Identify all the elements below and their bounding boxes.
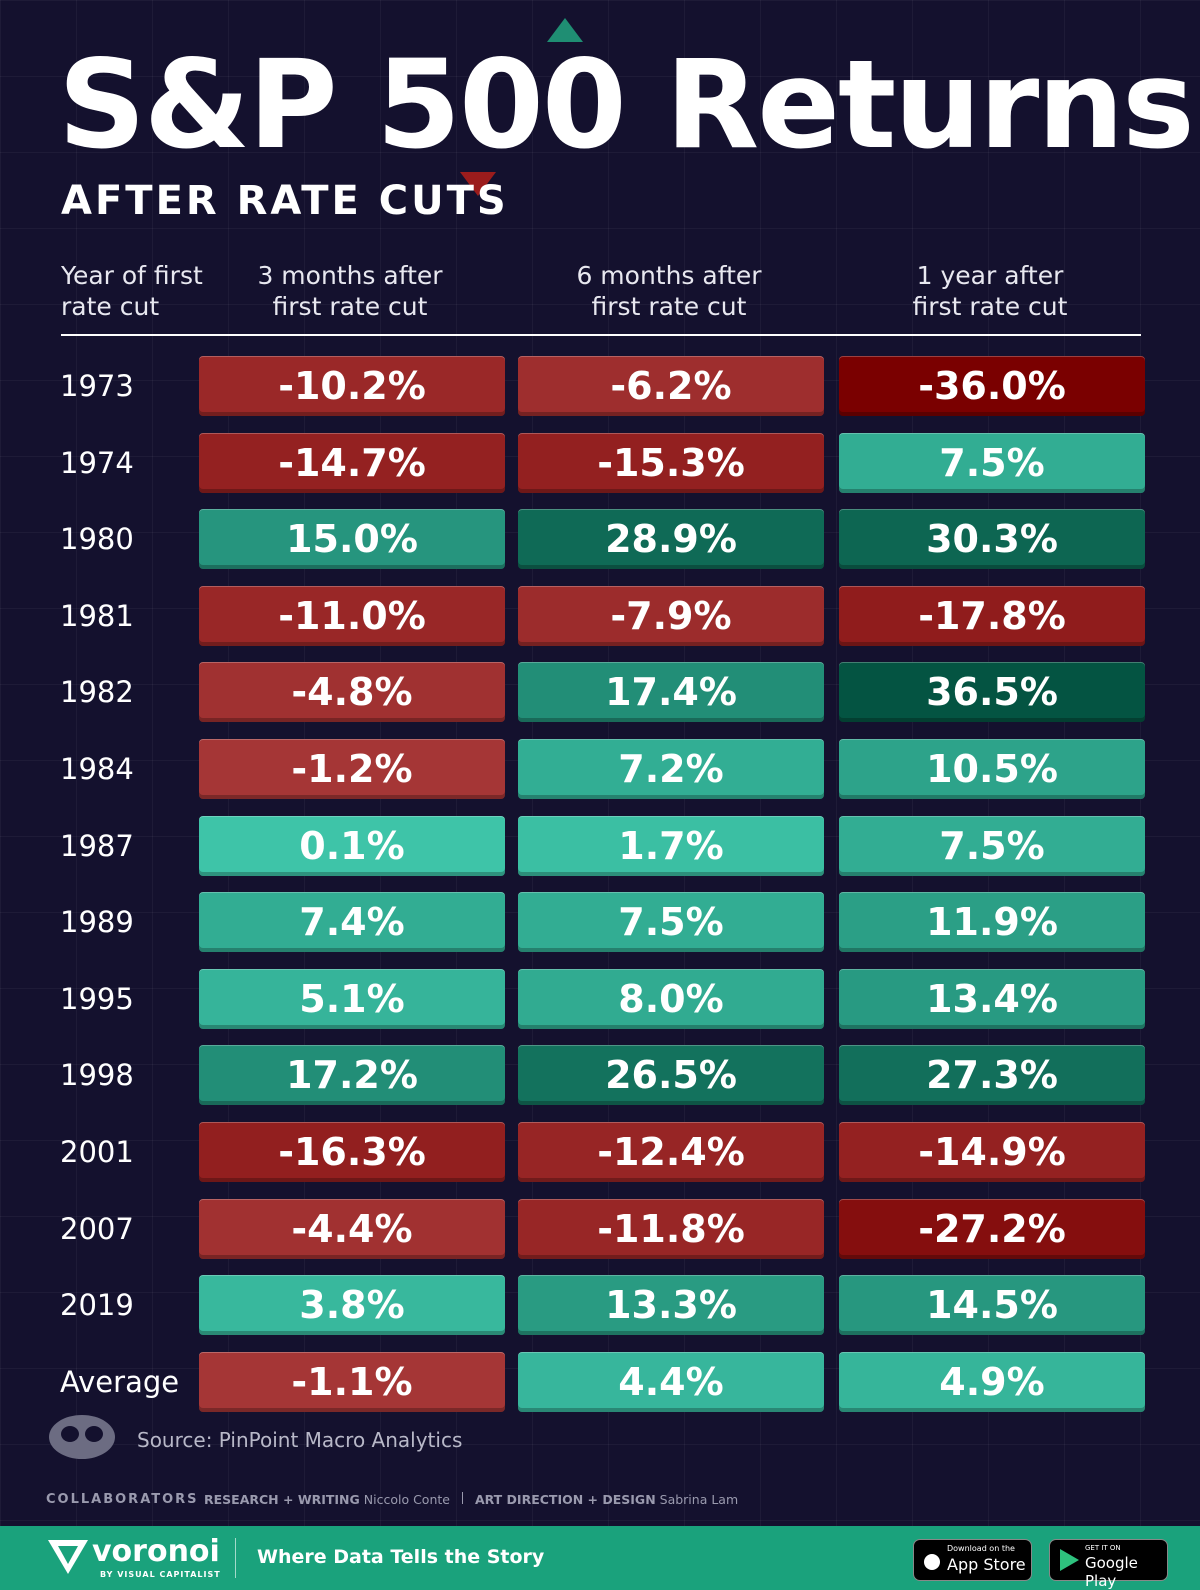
brand: voronoi: [92, 1534, 220, 1569]
up-arrow: [547, 18, 583, 42]
return-cell: 11.9%: [839, 892, 1145, 953]
row-label: 1982: [60, 675, 134, 710]
return-cell: -7.9%: [518, 585, 824, 646]
row-label: 1980: [60, 522, 134, 557]
return-cell: -27.2%: [839, 1198, 1145, 1259]
row-label: 2019: [60, 1288, 134, 1323]
separator: [461, 1492, 463, 1504]
row-label: 2001: [60, 1135, 134, 1169]
badge-big: App Store: [947, 1555, 1026, 1574]
return-cell: 5.1%: [199, 968, 505, 1029]
down-arrow: [460, 172, 496, 196]
return-cell: 36.5%: [839, 662, 1145, 723]
return-cell: -14.7%: [199, 432, 505, 493]
row-label: 2007: [60, 1211, 134, 1246]
return-cell: 17.2%: [199, 1045, 505, 1106]
credit-name: Niccolo Conte: [363, 1492, 450, 1507]
row-label: 1974: [60, 445, 134, 480]
return-cell: 1.7%: [518, 815, 824, 876]
return-cell: 7.4%: [199, 892, 505, 953]
return-cell: -36.0%: [839, 356, 1145, 416]
row-label: 1987: [60, 828, 134, 863]
return-cell: -4.8%: [199, 662, 505, 723]
return-cell: -14.9%: [839, 1122, 1145, 1182]
brand-sub: BY VISUAL CAPITALIST: [100, 1570, 221, 1579]
return-cell: -11.8%: [518, 1198, 824, 1259]
subtitle: AFTER RATE CUTS: [61, 178, 509, 224]
return-cell: 28.9%: [518, 509, 824, 570]
return-cell: 7.5%: [839, 432, 1145, 493]
return-cell: -17.8%: [839, 585, 1145, 646]
return-cell: -1.2%: [199, 739, 505, 799]
return-cell: 10.5%: [839, 739, 1145, 799]
return-cell: 8.0%: [518, 968, 824, 1029]
return-cell: 4.9%: [839, 1351, 1145, 1412]
credit-name: Sabrina Lam: [659, 1492, 739, 1507]
play-icon: [1060, 1549, 1079, 1571]
badge-big: Google Play: [1085, 1554, 1138, 1590]
return-cell: -12.4%: [518, 1122, 824, 1182]
divider: [235, 1538, 236, 1578]
source-logo: [49, 1415, 115, 1459]
collaborators-label: COLLABORATORS: [46, 1492, 199, 1507]
return-cell: 15.0%: [199, 509, 505, 570]
column-header: 1 year after first rate cut: [912, 261, 1068, 321]
row-label: 1984: [60, 752, 134, 786]
apple-icon: [924, 1554, 940, 1570]
brand-logo: [48, 1540, 88, 1574]
title: S&P 500 Returns: [58, 34, 1195, 176]
row-label: 1973: [60, 369, 134, 403]
row-label: Average: [60, 1364, 180, 1399]
return-cell: -11.0%: [199, 585, 505, 646]
credits: RESEARCH + WRITING Niccolo Conte ART DIR…: [204, 1492, 738, 1507]
credit-role: RESEARCH + WRITING: [204, 1492, 360, 1507]
return-cell: -4.4%: [199, 1198, 505, 1259]
tagline: Where Data Tells the Story: [257, 1546, 545, 1568]
return-cell: 0.1%: [199, 815, 505, 876]
return-cell: -1.1%: [199, 1351, 505, 1412]
return-cell: 14.5%: [839, 1275, 1145, 1336]
credit-role: ART DIRECTION + DESIGN: [474, 1492, 656, 1507]
return-cell: 3.8%: [199, 1275, 505, 1336]
return-cell: 7.5%: [839, 815, 1145, 876]
return-cell: 27.3%: [839, 1045, 1145, 1106]
return-cell: 7.2%: [518, 739, 824, 799]
return-cell: -15.3%: [518, 432, 824, 493]
row-label: 1981: [60, 598, 134, 633]
return-cell: -10.2%: [199, 356, 505, 416]
badge-small: GET IT ON: [1085, 1544, 1121, 1552]
return-cell: 7.5%: [518, 892, 824, 953]
column-header: 3 months after first rate cut: [257, 261, 443, 321]
row-label: 1995: [60, 981, 134, 1016]
return-cell: 13.3%: [518, 1275, 824, 1336]
row-label: 1998: [60, 1058, 134, 1093]
header-rule: [61, 334, 1141, 336]
return-cell: 4.4%: [518, 1351, 824, 1412]
column-header: 6 months after first rate cut: [576, 261, 762, 321]
column-header: Year of first rate cut: [61, 261, 203, 321]
app-store-badge[interactable]: Download on the App Store: [913, 1539, 1032, 1581]
badge-small: Download on the: [947, 1544, 1015, 1553]
google-play-badge[interactable]: GET IT ON Google Play: [1049, 1539, 1168, 1590]
source: Source: PinPoint Macro Analytics: [137, 1428, 463, 1452]
return-cell: 13.4%: [839, 968, 1145, 1029]
return-cell: 30.3%: [839, 509, 1145, 570]
return-cell: 17.4%: [518, 662, 824, 723]
return-cell: 26.5%: [518, 1045, 824, 1106]
return-cell: -16.3%: [199, 1122, 505, 1182]
return-cell: -6.2%: [518, 356, 824, 416]
row-label: 1989: [60, 905, 134, 940]
